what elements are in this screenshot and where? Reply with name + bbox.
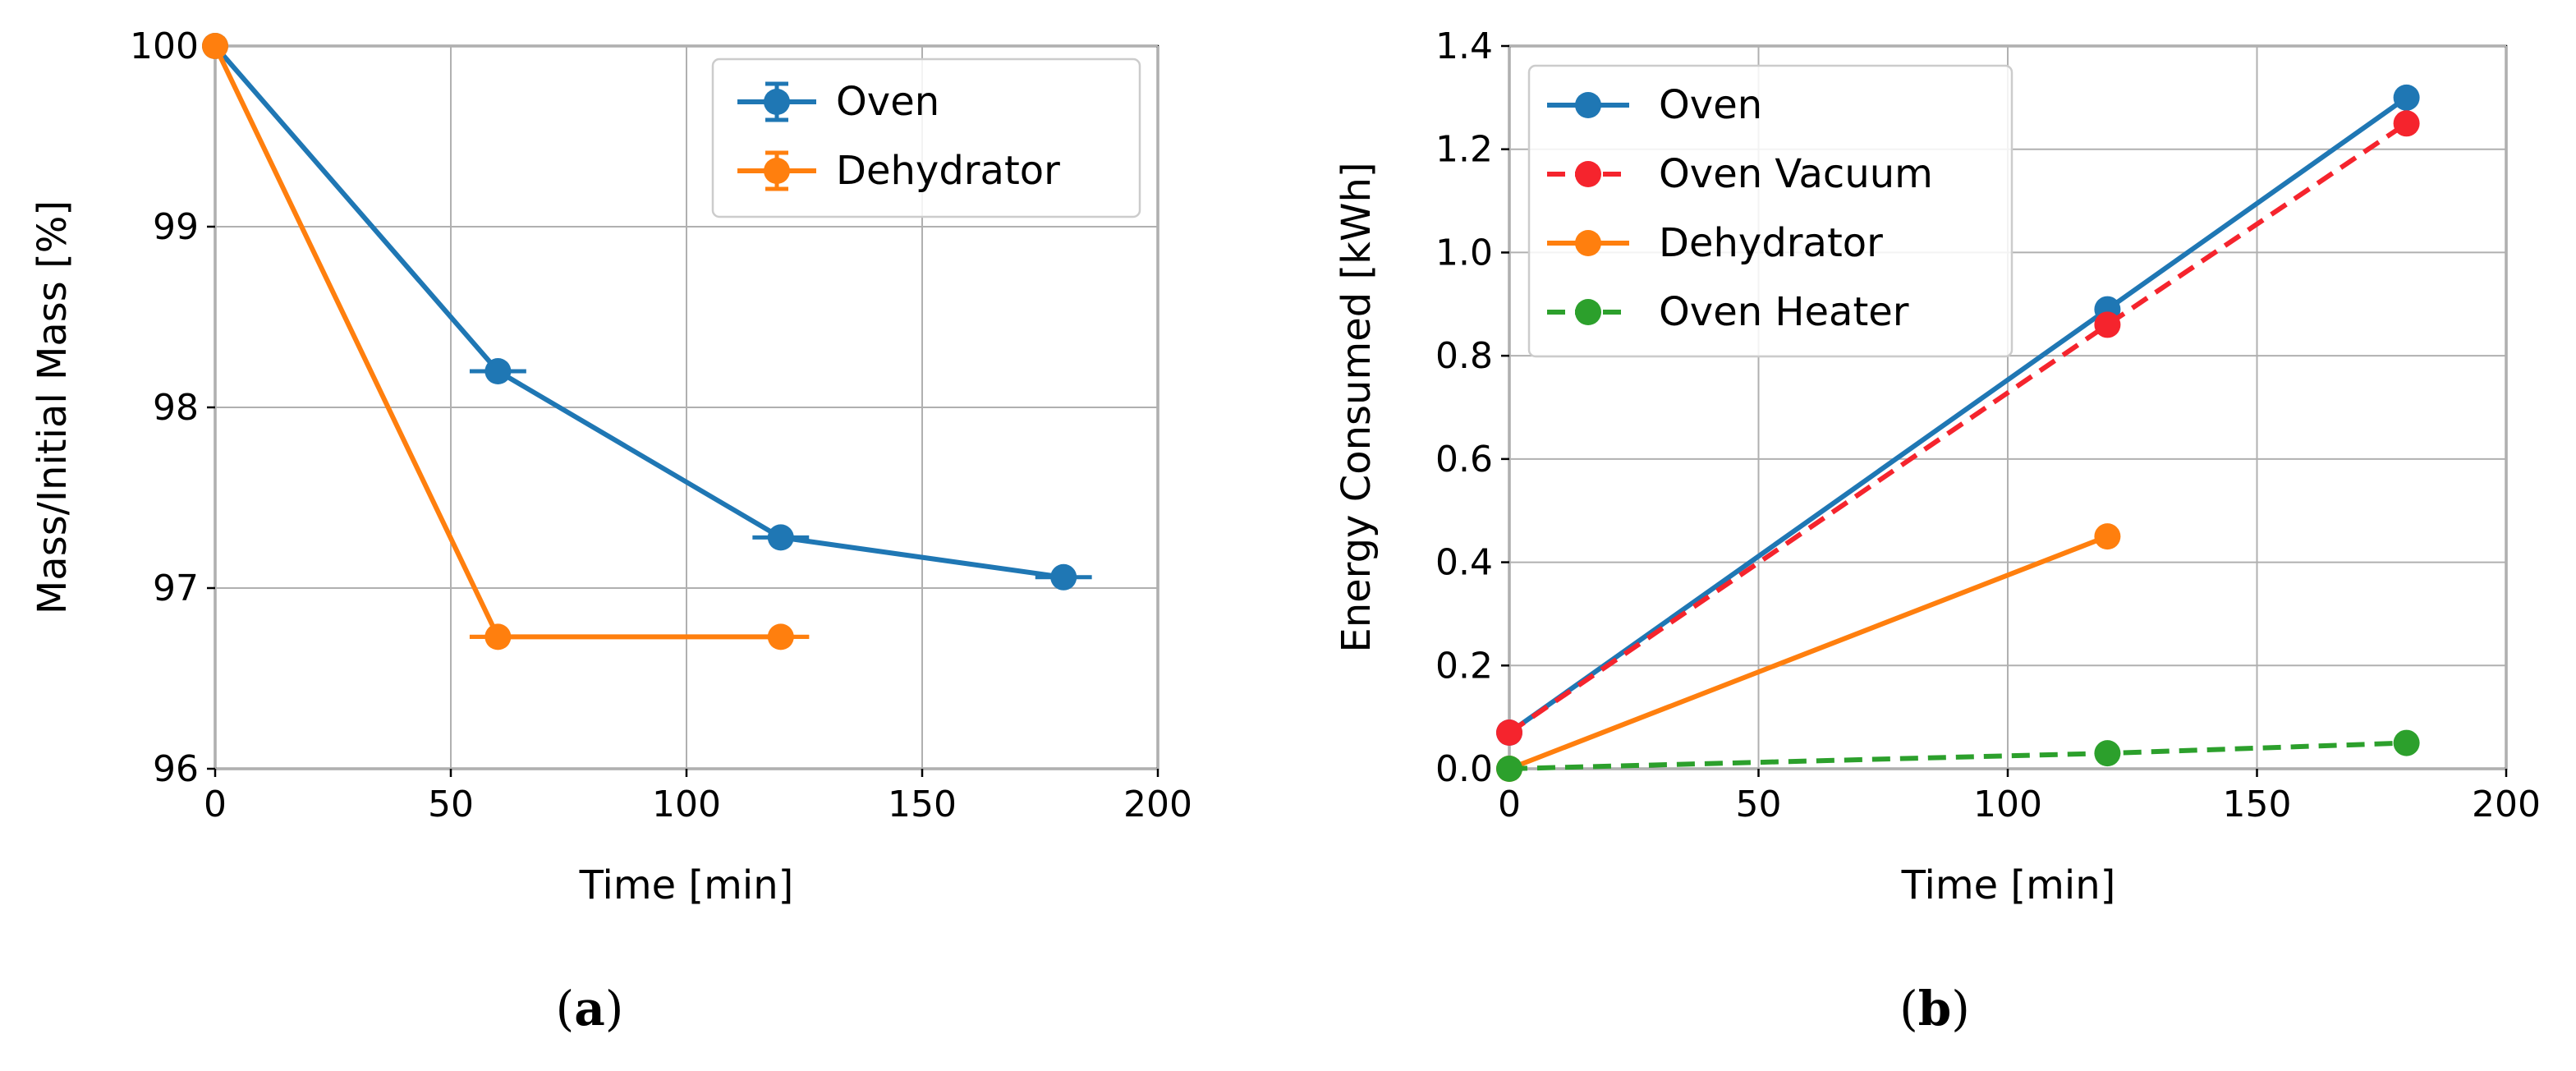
ticks-b: 0 50 100 150 200 0.0 0.2 0.4 0.6 0.8 1.0 1.2 1.4 — [1435, 25, 2541, 825]
y-tick-label: 0.2 — [1435, 645, 1493, 687]
y-tick-label: 98 — [153, 387, 199, 429]
legend-label: Oven Vacuum — [1659, 151, 1933, 197]
caption-b: (b) — [1899, 981, 1970, 1037]
y-tick-label: 0.8 — [1435, 335, 1493, 377]
legend-marker — [1575, 161, 1601, 187]
series-b — [1496, 84, 2420, 782]
series-line-oven — [213, 44, 1064, 580]
x-tick-label: 200 — [2472, 784, 2541, 825]
caption-letter-b: b — [1918, 981, 1952, 1037]
data-point — [767, 524, 794, 551]
caption-letter-a: a — [574, 981, 605, 1037]
legend-marker — [1575, 230, 1601, 256]
series-line-dehydrator — [213, 44, 781, 640]
y-tick-label: 96 — [153, 748, 199, 790]
y-tick-label: 0.6 — [1435, 439, 1493, 480]
data-point — [202, 33, 228, 59]
legend-label: Oven Heater — [1659, 289, 1909, 335]
x-tick-label: 50 — [1736, 784, 1782, 825]
x-tick-label: 100 — [652, 784, 721, 825]
x-tick-label: 150 — [888, 784, 957, 825]
x-axis-label-a: Time [min] — [579, 862, 794, 908]
y-tick-label: 0.4 — [1435, 542, 1493, 584]
y-tick-label: 1.2 — [1435, 129, 1493, 171]
data-point — [767, 623, 794, 650]
data-point — [484, 358, 512, 384]
x-tick-label: 200 — [1123, 784, 1192, 825]
y-tick-label: 97 — [153, 568, 199, 609]
x-tick-label: 0 — [204, 784, 227, 825]
series-a — [202, 33, 1092, 650]
legend-box-b — [1527, 64, 2014, 358]
legend-a: Oven Dehydrator — [711, 57, 1141, 218]
data-point — [2094, 311, 2121, 338]
legend-b: Oven Oven Vacuum Dehydrator Oven Heater — [1527, 64, 2014, 358]
legend-label: Oven — [1659, 82, 1762, 128]
y-tick-label: 1.4 — [1435, 25, 1493, 67]
series-line-oven-vacuum — [1508, 121, 2408, 735]
ticks-a: 0 50 100 150 200 96 97 98 99 100 — [130, 25, 1192, 825]
x-tick-label: 0 — [1498, 784, 1521, 825]
legend-label: Dehydrator — [1659, 220, 1883, 266]
legend-box-a — [711, 57, 1141, 218]
legend-marker — [764, 89, 790, 115]
data-point — [1050, 563, 1077, 591]
legend-marker — [1575, 92, 1601, 118]
y-tick-label: 99 — [153, 206, 199, 248]
y-axis-label-a: Mass/Initial Mass [%] — [30, 200, 76, 614]
series-line-dehydrator — [1508, 534, 2109, 771]
series-line-oven-heater — [1508, 740, 2407, 771]
data-point — [1496, 756, 1522, 782]
x-tick-label: 150 — [2223, 784, 2292, 825]
data-point — [2393, 84, 2420, 111]
data-point — [2094, 740, 2121, 767]
chart-panel-b: 0 50 100 150 200 0.0 0.2 0.4 0.6 0.8 1.0 1.2 1.4 Tim… — [1334, 25, 2541, 1037]
data-point — [2393, 729, 2420, 756]
y-tick-label: 1.0 — [1435, 232, 1493, 273]
y-tick-label: 100 — [130, 25, 199, 67]
data-point — [2393, 110, 2420, 137]
data-point — [2094, 523, 2121, 550]
legend-marker — [764, 158, 790, 184]
x-tick-label: 50 — [428, 784, 474, 825]
data-point — [1496, 719, 1522, 746]
y-tick-label: 0.0 — [1435, 748, 1493, 790]
y-axis-label-b: Energy Consumed [kWh] — [1334, 162, 1380, 652]
legend-marker — [1575, 299, 1601, 325]
x-axis-label-b: Time [min] — [1901, 862, 2116, 908]
legend-label: Oven — [836, 79, 939, 125]
legend-label: Dehydrator — [836, 148, 1060, 194]
x-tick-label: 100 — [1973, 784, 2042, 825]
caption-a: (a) — [556, 981, 624, 1037]
chart-panel-a: 0 50 100 150 200 96 97 98 99 100 Time [min] Mass/… — [30, 25, 1192, 1037]
